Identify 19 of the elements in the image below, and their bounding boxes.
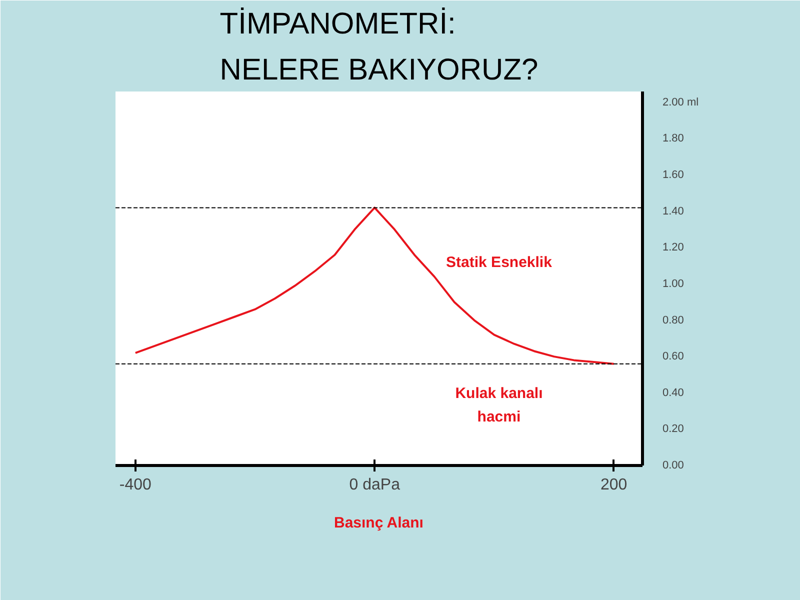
y-tick-label: 0.20 — [662, 423, 684, 436]
annotation: Kulak kanalı hacmi — [455, 384, 543, 426]
y-tick-label: 2.00 ml — [662, 96, 699, 108]
y-tick-label: 1.40 — [662, 205, 684, 218]
y-tick-label: 0.80 — [662, 314, 684, 326]
y-tick-label: 0.60 — [662, 350, 684, 363]
y-tick-label: 1.20 — [662, 242, 684, 254]
x-axis-title: Basınç Alanı — [334, 514, 424, 532]
y-tick-label: 0.40 — [662, 386, 684, 399]
y-tick-label: 0.00 — [662, 460, 684, 472]
x-tick-label: 0 daPa — [349, 476, 400, 494]
x-tick-label: -400 — [119, 476, 152, 494]
chart-title: TİMPANOMETRİ: NELERE BAKIYORUZ? — [220, 6, 538, 86]
annotation: Statik Esneklik — [446, 254, 553, 272]
y-tick-label: 1.00 — [662, 278, 684, 290]
line-series — [134, 206, 615, 365]
y-tick-label: 1.80 — [662, 132, 684, 145]
y-tick-label: 1.60 — [662, 169, 684, 182]
x-tick-label: 200 — [600, 476, 628, 494]
